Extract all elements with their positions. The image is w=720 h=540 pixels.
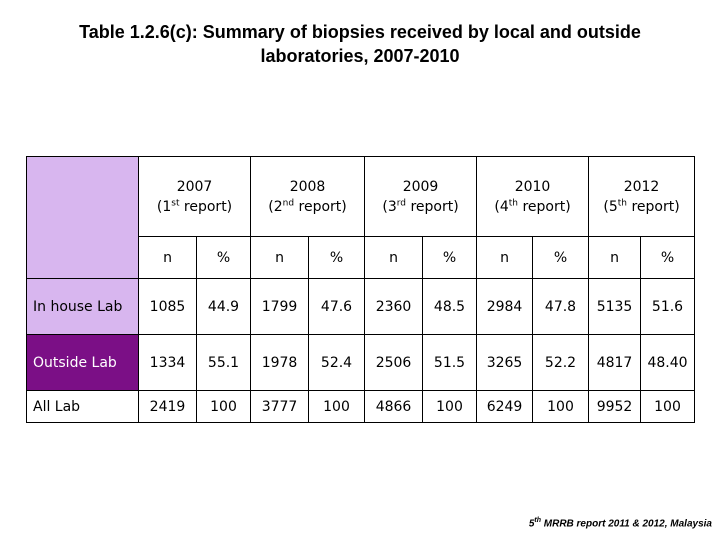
table-cell: 100: [422, 390, 478, 423]
table-cell: 2506: [364, 334, 424, 391]
year-label: 2009: [402, 178, 439, 195]
table-cell: 3777: [250, 390, 310, 423]
subheader-row: n % n % n % n % n %: [27, 236, 696, 279]
report-label: (4th report): [494, 197, 571, 215]
table-cell: 1799: [250, 278, 310, 335]
table-cell: 44.9: [195, 278, 252, 335]
subheader-percent: %: [532, 236, 590, 279]
table-row-all-lab: All Lab 2419 100 3777 100 4866 100 6249 …: [26, 390, 696, 423]
table-cell: 51.6: [640, 278, 696, 335]
table-row-in-house-lab: In house Lab 1085 44.9 1799 47.6 2360 48…: [26, 278, 696, 335]
table-cell: 3265: [476, 334, 534, 391]
subheader-n: n: [364, 236, 424, 279]
report-label: (3rd report): [382, 197, 459, 215]
subheader-n: n: [476, 236, 534, 279]
table-cell: 6249: [476, 390, 534, 423]
subheader-percent: %: [195, 236, 252, 279]
table-cell: 4866: [364, 390, 424, 423]
table-cell: 100: [195, 390, 252, 423]
subheader-n: n: [588, 236, 642, 279]
subheader-percent: %: [640, 236, 696, 279]
row-label-all-lab: All Lab: [26, 390, 139, 423]
report-label: (2nd report): [268, 197, 347, 215]
year-header-2012: 2012 (5th report): [588, 156, 696, 237]
table-cell: 100: [640, 390, 696, 423]
year-header-2009: 2009 (3rd report): [364, 156, 478, 237]
year-label: 2008: [289, 178, 326, 195]
table-cell: 1334: [138, 334, 197, 391]
year-header-2008: 2008 (2nd report): [250, 156, 366, 237]
table-cell: 9952: [588, 390, 642, 423]
year-header-2010: 2010 (4th report): [476, 156, 590, 237]
title-line-1: Table 1.2.6(c): Summary of biopsies rece…: [79, 22, 641, 42]
table-cell: 2360: [364, 278, 424, 335]
table-cell: 2419: [138, 390, 197, 423]
year-header-row: 2007 (1st report) 2008 (2nd report) 2009…: [26, 156, 696, 279]
table-cell: 1978: [250, 334, 310, 391]
table-cell: 4817: [588, 334, 642, 391]
table-cell: 48.5: [422, 278, 478, 335]
table-cell: 55.1: [195, 334, 252, 391]
subheader-n: n: [138, 236, 197, 279]
year-label: 2007: [176, 178, 213, 195]
table-row-outside-lab: Outside Lab 1334 55.1 1978 52.4 2506 51.…: [26, 334, 696, 391]
year-label: 2012: [623, 178, 660, 195]
table-cell: 2984: [476, 278, 534, 335]
subheader-n: n: [250, 236, 310, 279]
title-line-2: laboratories, 2007-2010: [260, 46, 460, 66]
corner-cell: [26, 156, 139, 279]
table-cell: 47.6: [308, 278, 366, 335]
year-header-2007: 2007 (1st report): [137, 156, 252, 237]
table-cell: 1085: [138, 278, 197, 335]
biopsy-summary-table: 2007 (1st report) 2008 (2nd report) 2009…: [26, 156, 696, 423]
year-label: 2010: [514, 178, 551, 195]
table-cell: 100: [308, 390, 366, 423]
subheader-percent: %: [308, 236, 366, 279]
table-cell: 51.5: [422, 334, 478, 391]
table-cell: 52.4: [308, 334, 366, 391]
table-cell: 100: [532, 390, 590, 423]
table-cell: 5135: [588, 278, 642, 335]
source-footnote: 5th MRRB report 2011 & 2012, Malaysia: [528, 517, 712, 530]
row-label-in-house-lab: In house Lab: [26, 278, 139, 335]
row-label-outside-lab: Outside Lab: [26, 334, 139, 391]
report-label: (1st report): [156, 197, 233, 215]
table-cell: 52.2: [532, 334, 590, 391]
subheader-percent: %: [422, 236, 478, 279]
table-cell: 47.8: [532, 278, 590, 335]
table-title: Table 1.2.6(c): Summary of biopsies rece…: [0, 20, 720, 68]
report-label: (5th report): [603, 197, 680, 215]
table-cell: 48.40: [640, 334, 696, 391]
